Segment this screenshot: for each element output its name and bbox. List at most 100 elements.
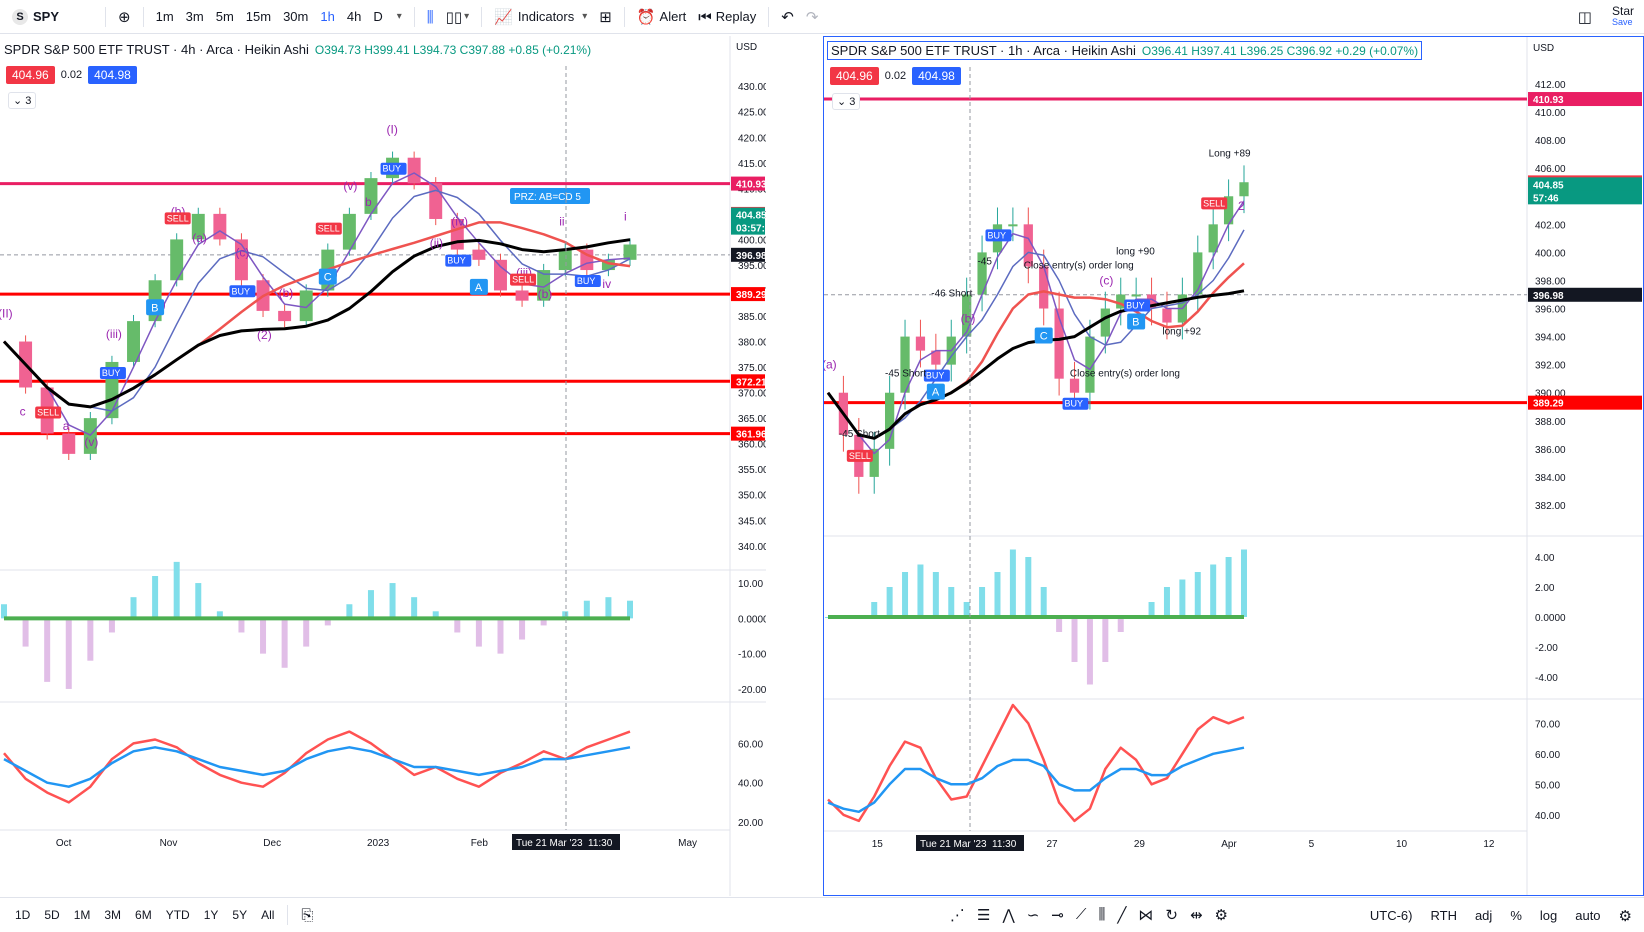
timeframe-D[interactable]: D	[373, 9, 383, 24]
right-chart-ohlc: O396.41 H397.41 L396.25 C396.92 +0.29 (+…	[1141, 43, 1419, 58]
range-3m[interactable]: 3M	[104, 908, 122, 922]
right_chart-point-label: A	[932, 387, 940, 399]
right-ask-price[interactable]: 404.98	[912, 67, 961, 85]
left_chart-osc-bar	[324, 618, 331, 626]
left-bid-price[interactable]: 404.96	[6, 66, 55, 84]
left-legend: SPDR S&P 500 ETF TRUST · 4h · Arca · Hei…	[4, 42, 591, 57]
indicators-label: Indicators	[517, 9, 575, 24]
right_chart-price-tick: 390.00	[1535, 389, 1566, 400]
hline-tool-icon[interactable]: ⊸	[1051, 906, 1064, 924]
replay-button[interactable]: ⏮ Replay	[692, 4, 762, 30]
measure-tool-icon[interactable]: ⇹	[1189, 906, 1203, 924]
timezone-label[interactable]: UTC-6)	[1369, 908, 1413, 923]
right-bid-price[interactable]: 404.96	[830, 67, 879, 85]
settings-tool-icon[interactable]: ⚙	[1214, 906, 1228, 924]
right_chart-rsi-tick: 50.00	[1535, 780, 1560, 791]
right_chart-price-tick: 402.00	[1535, 220, 1566, 231]
auto-toggle[interactable]: auto	[1575, 908, 1601, 923]
redo-icon[interactable]: ↷	[805, 7, 819, 26]
indicators-icon: 📈	[494, 7, 513, 26]
right-bid-ask[interactable]: 404.96 0.02 404.98	[830, 67, 961, 85]
alert-icon: ⏰	[636, 7, 656, 26]
left_chart-osc-tick: 0.0000	[738, 614, 766, 625]
left-bid-ask[interactable]: 404.96 0.02 404.98	[6, 66, 137, 84]
left-indicator-toggle[interactable]: ⌄ 3	[8, 92, 37, 109]
left_chart-level-tag: 404.85	[736, 211, 766, 222]
indicators-button[interactable]: 📈 Indicators ▾	[494, 7, 588, 26]
right_chart-level-tag: 410.93	[1533, 95, 1564, 106]
left_chart-candle-body	[472, 249, 486, 260]
right-indicator-toggle[interactable]: ⌄ 3	[832, 93, 861, 110]
add-symbol-icon[interactable]: ⊕	[118, 7, 131, 26]
left_chart-price-tick: 345.00	[738, 516, 766, 527]
channel-tool-icon[interactable]: ⫼	[1098, 906, 1106, 923]
left_chart-wave-label: (I)	[387, 123, 398, 137]
left_chart-osc-bar	[475, 618, 482, 647]
path-tool-icon[interactable]: ⟋	[1075, 906, 1087, 923]
range-1y[interactable]: 1Y	[203, 908, 219, 922]
right_chart-level-tag: 57:46	[1533, 193, 1559, 204]
left_chart-wave-label: (v)	[84, 435, 98, 449]
save-label: Save	[1611, 17, 1633, 27]
timeframe-dropdown[interactable]: ▾	[396, 11, 402, 22]
left_chart-candle-body	[407, 157, 421, 184]
left_chart-candle-body	[515, 290, 529, 301]
percent-toggle[interactable]: %	[1510, 908, 1522, 923]
adj-toggle[interactable]: adj	[1474, 908, 1493, 923]
right_chart-signal-tag-bg	[1124, 299, 1151, 312]
fullscreen-icon[interactable]: ◫	[1577, 8, 1592, 26]
star-button[interactable]: Star Save	[1611, 5, 1634, 28]
left-chart-pane[interactable]: USD430.00425.00420.00415.00410.00405.004…	[0, 36, 766, 896]
left_chart-level-tag-bg	[731, 426, 765, 441]
log-toggle[interactable]: log	[1539, 908, 1558, 923]
right_chart-candle-body	[962, 294, 972, 337]
timeframe-3m[interactable]: 3m	[185, 9, 204, 24]
left-chart-canvas[interactable]: USD430.00425.00420.00415.00410.00405.004…	[0, 36, 766, 896]
left_chart-osc-bar	[389, 583, 396, 619]
left_chart-ma-mid-line	[3, 189, 631, 412]
right_chart-osc-bar	[1163, 587, 1170, 617]
xabcd-tool-icon[interactable]: ⋈	[1138, 906, 1154, 924]
timeframe-5m[interactable]: 5m	[215, 9, 234, 24]
left_chart-signal-tag-bg	[380, 162, 407, 175]
settings-gear-icon[interactable]: ⚙	[1618, 906, 1632, 925]
right-chart-canvas[interactable]: USD412.00410.00408.00406.00404.00402.004…	[824, 37, 1644, 896]
left_chart-crosshair-clock: 11:30	[588, 838, 613, 849]
range-5y[interactable]: 5Y	[232, 908, 248, 922]
timeframe-15m[interactable]: 15m	[245, 9, 272, 24]
candle-style-icon[interactable]: ▯▯ ▾	[445, 7, 470, 26]
right_chart-trade-note: Close entry(s) order long	[1070, 369, 1180, 380]
timeframe-1m[interactable]: 1m	[155, 9, 174, 24]
range-ytd[interactable]: YTD	[165, 908, 190, 922]
bar-style-icon[interactable]: ⫼	[426, 7, 434, 26]
trendline-tool-icon[interactable]: ╱	[1117, 906, 1127, 924]
left_chart-osc-bar	[130, 597, 137, 619]
range-all[interactable]: All	[261, 908, 275, 922]
fib-tool-icon[interactable]: ⋰	[950, 906, 965, 924]
alert-button[interactable]: ⏰ Alert	[631, 4, 692, 30]
right-chart-pane[interactable]: USD412.00410.00408.00406.00404.00402.004…	[823, 36, 1644, 896]
left_chart-crosshair-time-bg	[512, 834, 620, 850]
lines-tool-icon[interactable]: ☰	[977, 906, 991, 924]
range-1d[interactable]: 1D	[15, 908, 31, 922]
symbol-search[interactable]: S SPY	[6, 4, 65, 30]
left_chart-level-tag: 372.21	[736, 377, 766, 388]
left-chart-title: SPDR S&P 500 ETF TRUST · 4h · Arca · Hei…	[4, 42, 309, 57]
left_chart-candle-body	[494, 259, 507, 291]
left_chart-price-tick: 350.00	[738, 491, 766, 502]
left-ask-price[interactable]: 404.98	[88, 66, 137, 84]
curve-tool-icon[interactable]: ∽	[1026, 906, 1040, 924]
range-1m[interactable]: 1M	[73, 908, 91, 922]
timeframe-4h[interactable]: 4h	[346, 9, 362, 24]
timeframe-1h[interactable]: 1h	[320, 9, 335, 24]
range-5d[interactable]: 5D	[44, 908, 60, 922]
session-toggle[interactable]: RTH	[1430, 908, 1457, 923]
undo-icon[interactable]: ↶	[781, 7, 794, 26]
layout-icon[interactable]: ⊞	[599, 7, 612, 26]
range-6m[interactable]: 6M	[135, 908, 152, 922]
pattern-tool-icon[interactable]: ⋀	[1002, 906, 1015, 924]
left_chart-wave-label: b	[365, 195, 372, 209]
timeframe-30m[interactable]: 30m	[283, 9, 309, 24]
rotate-tool-icon[interactable]: ↻	[1165, 906, 1178, 924]
goto-date-icon[interactable]: ⎘	[301, 906, 314, 924]
